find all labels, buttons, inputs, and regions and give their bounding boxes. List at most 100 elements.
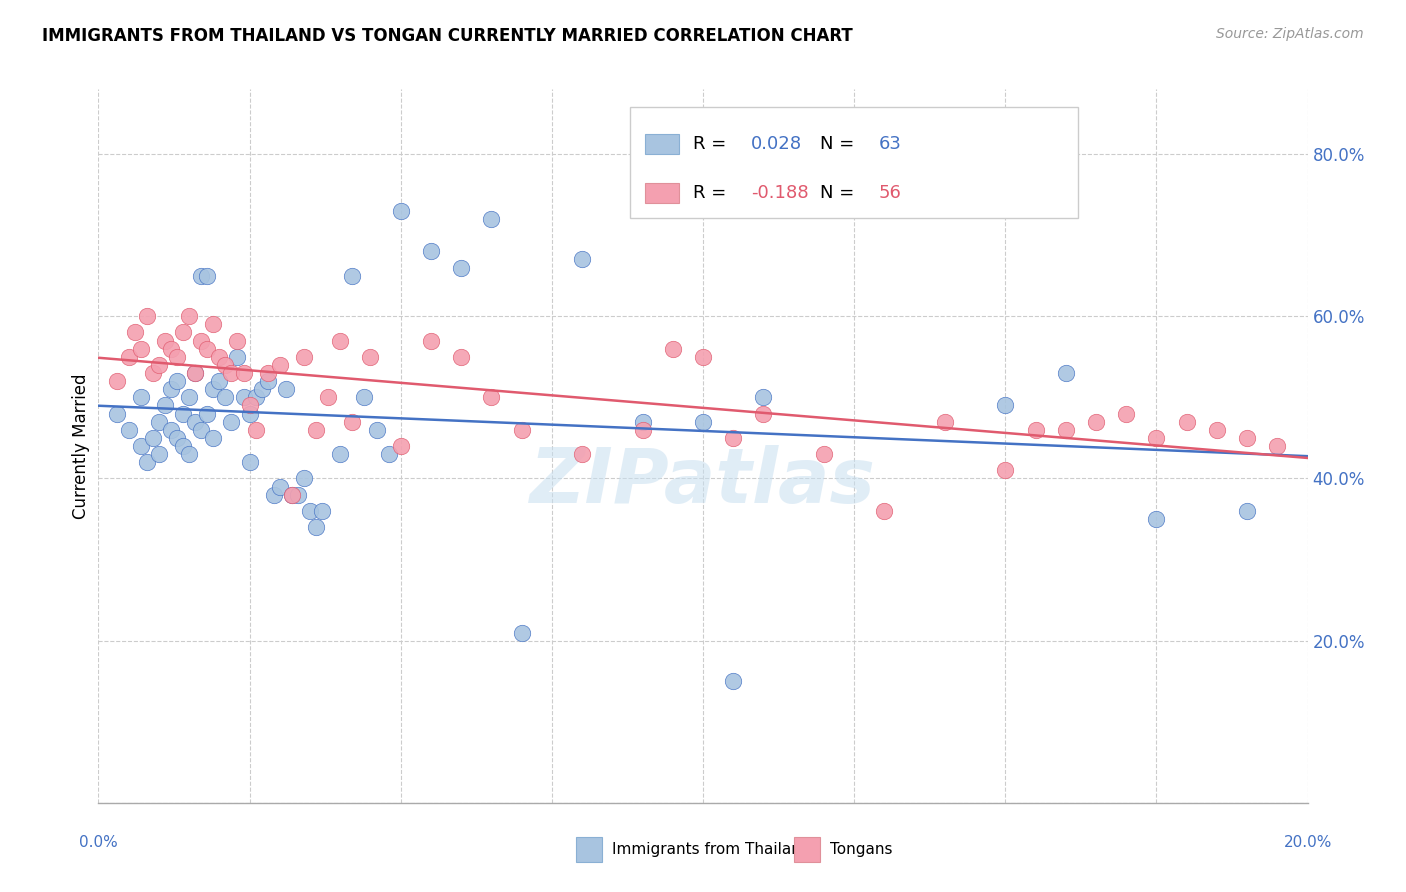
Point (179, 390, 201, 404)
Point (631, 415, 654, 429)
Point (118, 350, 141, 364)
Point (752, 390, 775, 404)
Point (873, 504, 896, 518)
Point (105, 374, 128, 388)
Point (202, 382, 225, 396)
Point (813, 447, 835, 461)
Y-axis label: Currently Married: Currently Married (72, 373, 90, 519)
Point (450, 260, 472, 275)
Point (571, 447, 593, 461)
Point (208, 374, 231, 388)
Point (105, 407, 128, 421)
Point (723, 431, 745, 445)
Bar (645, 134, 679, 153)
Point (239, 407, 262, 421)
Point (245, 390, 267, 404)
Point (208, 350, 231, 364)
Point (166, 350, 188, 364)
Point (142, 366, 165, 380)
Point (481, 390, 503, 404)
Point (172, 407, 194, 421)
Point (305, 520, 328, 534)
Point (723, 674, 745, 689)
Point (148, 447, 170, 461)
Text: 63: 63 (879, 135, 901, 153)
Point (389, 439, 412, 453)
Text: R =: R = (693, 185, 733, 202)
Point (232, 366, 254, 380)
Point (510, 625, 533, 640)
Point (1236, 504, 1258, 518)
Text: Tongans: Tongans (830, 842, 891, 856)
Point (269, 479, 291, 493)
Point (148, 358, 170, 372)
Bar (645, 184, 679, 203)
Text: R =: R = (693, 135, 733, 153)
Bar (630, 107, 1078, 218)
Point (329, 334, 352, 348)
Point (994, 399, 1017, 413)
Point (256, 366, 278, 380)
Point (124, 326, 146, 340)
Point (214, 390, 236, 404)
Point (342, 268, 364, 283)
Point (631, 423, 654, 437)
Point (190, 268, 212, 283)
Point (160, 382, 183, 396)
Point (263, 488, 285, 502)
Point (153, 334, 176, 348)
Point (202, 318, 225, 332)
Point (377, 447, 399, 461)
Point (1267, 439, 1289, 453)
Text: N =: N = (820, 185, 860, 202)
Point (292, 350, 315, 364)
Point (239, 399, 262, 413)
Point (190, 423, 212, 437)
Point (305, 423, 328, 437)
Point (281, 488, 304, 502)
Point (366, 423, 388, 437)
Point (214, 358, 236, 372)
Text: 0.028: 0.028 (751, 135, 803, 153)
Point (342, 415, 364, 429)
Point (692, 350, 714, 364)
Point (129, 342, 152, 356)
Point (281, 488, 304, 502)
Point (994, 463, 1017, 477)
Point (420, 334, 443, 348)
Point (195, 268, 218, 283)
Point (450, 350, 472, 364)
Point (221, 366, 243, 380)
Point (135, 310, 157, 324)
Point (360, 350, 382, 364)
Point (1144, 512, 1167, 526)
Point (245, 423, 267, 437)
Point (269, 358, 291, 372)
Point (1115, 407, 1137, 421)
Point (239, 455, 262, 469)
Point (353, 390, 375, 404)
Point (226, 350, 249, 364)
Point (1144, 431, 1167, 445)
Point (292, 471, 315, 485)
Point (202, 431, 225, 445)
Point (1054, 423, 1077, 437)
Point (166, 431, 188, 445)
Point (934, 415, 956, 429)
Point (316, 390, 339, 404)
Point (1175, 415, 1198, 429)
Point (221, 415, 243, 429)
Point (250, 382, 273, 396)
Point (571, 252, 593, 267)
Text: Immigrants from Thailand: Immigrants from Thailand (612, 842, 810, 856)
Point (184, 415, 207, 429)
Point (160, 342, 183, 356)
Text: Source: ZipAtlas.com: Source: ZipAtlas.com (1216, 27, 1364, 41)
Point (389, 203, 412, 218)
Point (420, 244, 443, 259)
Text: ZIPatlas: ZIPatlas (530, 445, 876, 518)
Point (692, 415, 714, 429)
Point (299, 504, 322, 518)
Point (311, 504, 333, 518)
Point (195, 407, 218, 421)
